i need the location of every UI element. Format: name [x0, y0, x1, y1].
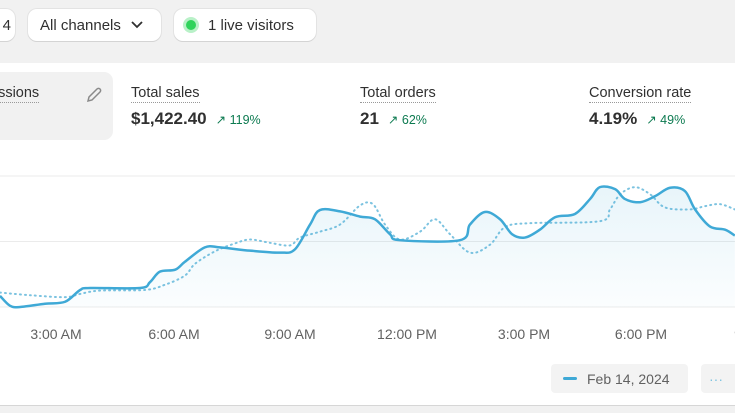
sessions-metric-tile[interactable] — [0, 72, 113, 140]
metric-label: Conversion rate — [589, 85, 692, 103]
arrow-up-right-icon: ↗ — [387, 113, 399, 127]
metric-value: 4.19% — [589, 109, 638, 128]
channels-dropdown[interactable]: All channels — [28, 9, 161, 41]
dotted-line-swatch-icon: ··· — [709, 370, 723, 387]
date-range-button[interactable]: 4 — [0, 9, 15, 41]
metric-conversion-rate[interactable]: Conversion rate 4.19% ↗ 49% — [589, 84, 692, 129]
arrow-up-right-icon: ↗ — [646, 113, 657, 127]
legend-item-primary[interactable]: Feb 14, 2024 — [551, 364, 688, 393]
metric-sessions[interactable]: essions — [0, 84, 40, 103]
metric-label: Total sales — [131, 85, 200, 103]
metric-value: 21 — [360, 109, 379, 128]
date-range-label: 4 — [2, 16, 11, 34]
x-tick-label: 3:00 AM — [30, 326, 82, 342]
live-dot-icon — [186, 20, 196, 30]
x-tick-label: 6:00 PM — [614, 326, 668, 342]
metric-total-sales[interactable]: Total sales $1,422.40 ↗ 119% — [131, 84, 261, 129]
metric-delta: 49% — [660, 113, 686, 127]
series-line-primary — [0, 185, 735, 309]
x-tick-label: 6:00 AM — [148, 326, 200, 342]
metric-label: Total orders — [360, 85, 436, 103]
pencil-icon[interactable] — [85, 86, 103, 104]
legend-item-comparison[interactable]: ··· — [701, 364, 735, 393]
x-tick-label: 3:00 PM — [497, 326, 551, 342]
legend-label: Feb 14, 2024 — [587, 370, 670, 387]
metric-delta: 119% — [229, 113, 261, 127]
x-tick-label: 9:00 AM — [264, 326, 316, 342]
metric-total-orders[interactable]: Total orders 21 ↗ 62% — [360, 84, 436, 129]
arrow-up-right-icon: ↗ — [215, 113, 227, 127]
metric-label: essions — [0, 85, 40, 103]
live-visitors-button[interactable]: 1 live visitors — [174, 9, 316, 41]
live-visitors-label: 1 live visitors — [208, 16, 294, 34]
series-area-fill — [0, 186, 735, 308]
channels-label: All channels — [40, 16, 121, 34]
metric-delta: 62% — [401, 113, 427, 127]
solid-line-swatch-icon — [563, 377, 577, 380]
x-tick-label: 12:00 PM — [377, 326, 437, 342]
metric-value: $1,422.40 — [131, 109, 207, 128]
chevron-down-icon — [131, 21, 143, 29]
